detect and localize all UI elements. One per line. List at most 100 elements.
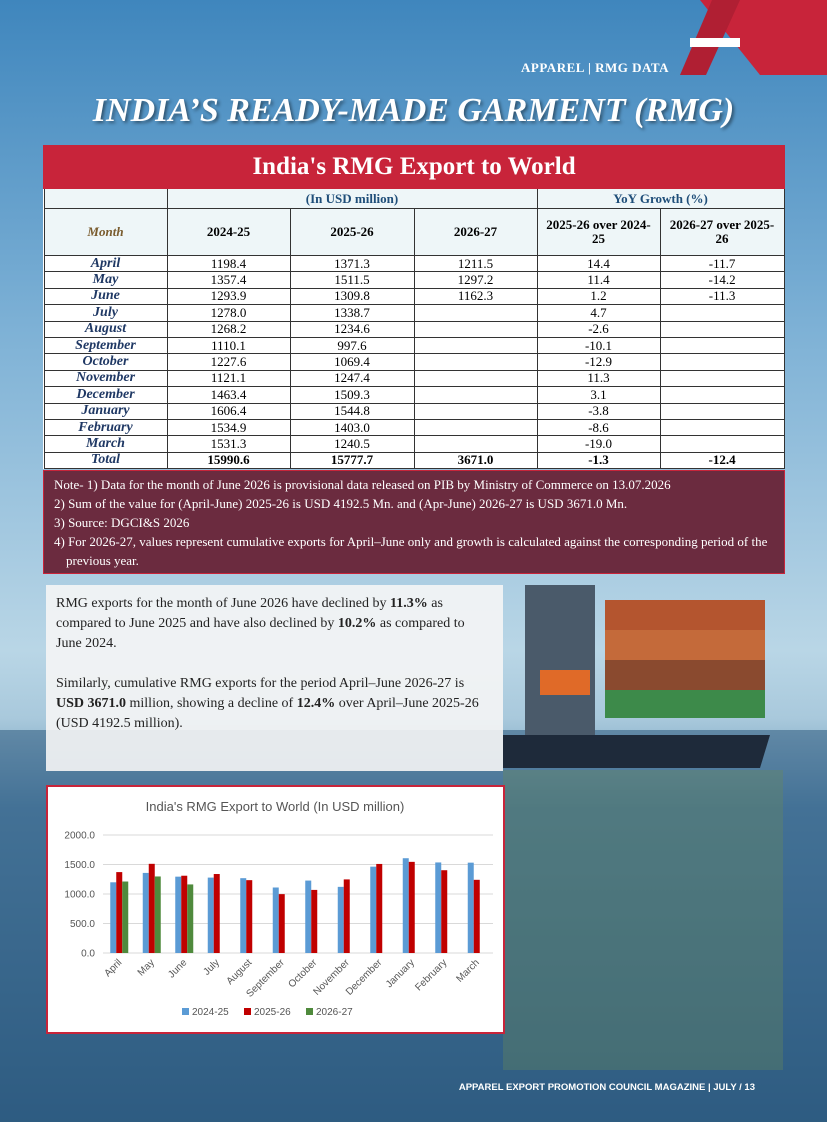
containers — [605, 690, 765, 718]
value-cell: 1403.0 — [289, 418, 415, 437]
value-cell: -10.1 — [536, 336, 661, 355]
bar — [142, 872, 149, 953]
value-cell: 1227.6 — [166, 353, 291, 371]
value-cell: 1293.9 — [166, 287, 291, 306]
y-tick-label: 1000.0 — [64, 890, 95, 901]
value-cell: 997.6 — [289, 336, 415, 355]
value-cell: 1309.8 — [289, 287, 415, 306]
value-cell: 1297.2 — [413, 271, 538, 289]
bar — [343, 879, 350, 953]
containers — [605, 600, 765, 630]
value-cell: 3671.0 — [413, 451, 538, 470]
value-cell: 1.2 — [536, 287, 661, 306]
legend-swatch — [244, 1008, 251, 1015]
value-cell — [413, 418, 538, 437]
highlight: 12.4% — [296, 696, 336, 711]
x-tick-label: July — [202, 957, 222, 977]
text: Similarly, cumulative RMG exports for th… — [56, 676, 465, 691]
column-header: 2024-25 — [166, 208, 291, 256]
x-tick-label: December — [344, 957, 385, 998]
logo — [700, 0, 827, 75]
value-cell: 1110.1 — [166, 336, 291, 355]
value-cell: 1534.9 — [166, 418, 291, 437]
highlight: 10.2% — [337, 616, 377, 631]
export-table: India's RMG Export to World (In USD milli… — [42, 145, 786, 470]
value-cell: -3.8 — [536, 402, 661, 420]
value-cell — [659, 402, 785, 420]
cell — [43, 187, 168, 209]
bar — [181, 875, 188, 953]
value-cell: 1338.7 — [289, 304, 415, 322]
table-row: September 1110.1 997.6 -10.1 — [43, 336, 785, 355]
month-cell: July — [43, 304, 168, 322]
x-tick-label: January — [384, 957, 417, 990]
value-cell: 1544.8 — [289, 402, 415, 420]
bar — [305, 880, 312, 953]
bar — [370, 866, 377, 953]
x-tick-label: August — [225, 957, 255, 987]
value-cell — [413, 304, 538, 322]
bar — [278, 894, 285, 953]
value-cell — [413, 369, 538, 388]
legend-label: 2026-27 — [316, 1007, 353, 1018]
month-cell: December — [43, 386, 168, 404]
bar — [337, 886, 344, 953]
note: 3) Source: DGCI&S 2026 — [54, 515, 190, 530]
column-header: 2025-26 — [289, 208, 415, 256]
value-cell — [413, 336, 538, 355]
value-cell: -11.3 — [659, 287, 785, 306]
value-cell: 1606.4 — [166, 402, 291, 420]
value-cell: -14.2 — [659, 271, 785, 289]
value-cell: 1162.3 — [413, 287, 538, 306]
bar — [272, 887, 279, 953]
bar — [408, 861, 415, 953]
value-cell: -12.4 — [659, 451, 785, 470]
month-cell: January — [43, 402, 168, 420]
text: over April–June 2025-26 (USD 4192.5 mill… — [56, 696, 479, 731]
footer: APPAREL EXPORT PROMOTION COUNCIL MAGAZIN… — [458, 1082, 755, 1093]
column-header: 2025-26 over 2024-25 — [536, 208, 661, 256]
month-cell: February — [43, 418, 168, 437]
value-cell: 1511.5 — [289, 271, 415, 289]
bar — [435, 862, 442, 953]
text: as compared to June 2024. — [56, 616, 465, 651]
x-tick-label: May — [136, 957, 157, 978]
legend-swatch — [306, 1008, 313, 1015]
table-row: March 1531.3 1240.5 -19.0 — [43, 435, 785, 453]
y-tick-label: 0.0 — [81, 949, 95, 960]
value-cell: 4.7 — [536, 304, 661, 322]
text: million, showing a decline of — [126, 696, 297, 711]
group-row: (In USD million) YoY Growth (%) — [43, 187, 785, 209]
value-cell: -2.6 — [536, 320, 661, 338]
y-tick-label: 2000.0 — [64, 831, 95, 842]
value-cell: 1234.6 — [289, 320, 415, 338]
value-cell: 11.3 — [536, 369, 661, 388]
group-header: (In USD million) — [166, 187, 538, 209]
month-cell: March — [43, 435, 168, 453]
value-cell: 1371.3 — [289, 254, 415, 273]
value-cell: 1069.4 — [289, 353, 415, 371]
x-tick-label: June — [166, 957, 189, 980]
legend-label: 2024-25 — [192, 1007, 229, 1018]
value-cell — [413, 435, 538, 453]
text: RMG exports for the month of June 2026 h… — [56, 596, 390, 611]
notes: Note- 1) Data for the month of June 2026… — [43, 470, 785, 574]
page-title: INDIA’S READY-MADE GARMENT (RMG) — [92, 92, 735, 129]
group-header: YoY Growth (%) — [536, 187, 785, 209]
column-header: Month — [43, 208, 168, 256]
month-cell: September — [43, 336, 168, 355]
highlight: 11.3% — [390, 596, 428, 611]
value-cell: 15777.7 — [289, 451, 415, 470]
value-cell — [413, 353, 538, 371]
value-cell — [659, 353, 785, 371]
chart-box: India's RMG Export to World (In USD mill… — [46, 785, 505, 1034]
note: 4) For 2026-27, values represent cumulat… — [54, 534, 768, 568]
column-header: 2026-27 — [413, 208, 538, 256]
chart-title: India's RMG Export to World (In USD mill… — [146, 799, 405, 814]
lifeboat — [540, 670, 590, 695]
value-cell — [659, 386, 785, 404]
bar — [467, 862, 474, 953]
containers — [605, 630, 765, 660]
title-row: India's RMG Export to World — [42, 145, 786, 189]
